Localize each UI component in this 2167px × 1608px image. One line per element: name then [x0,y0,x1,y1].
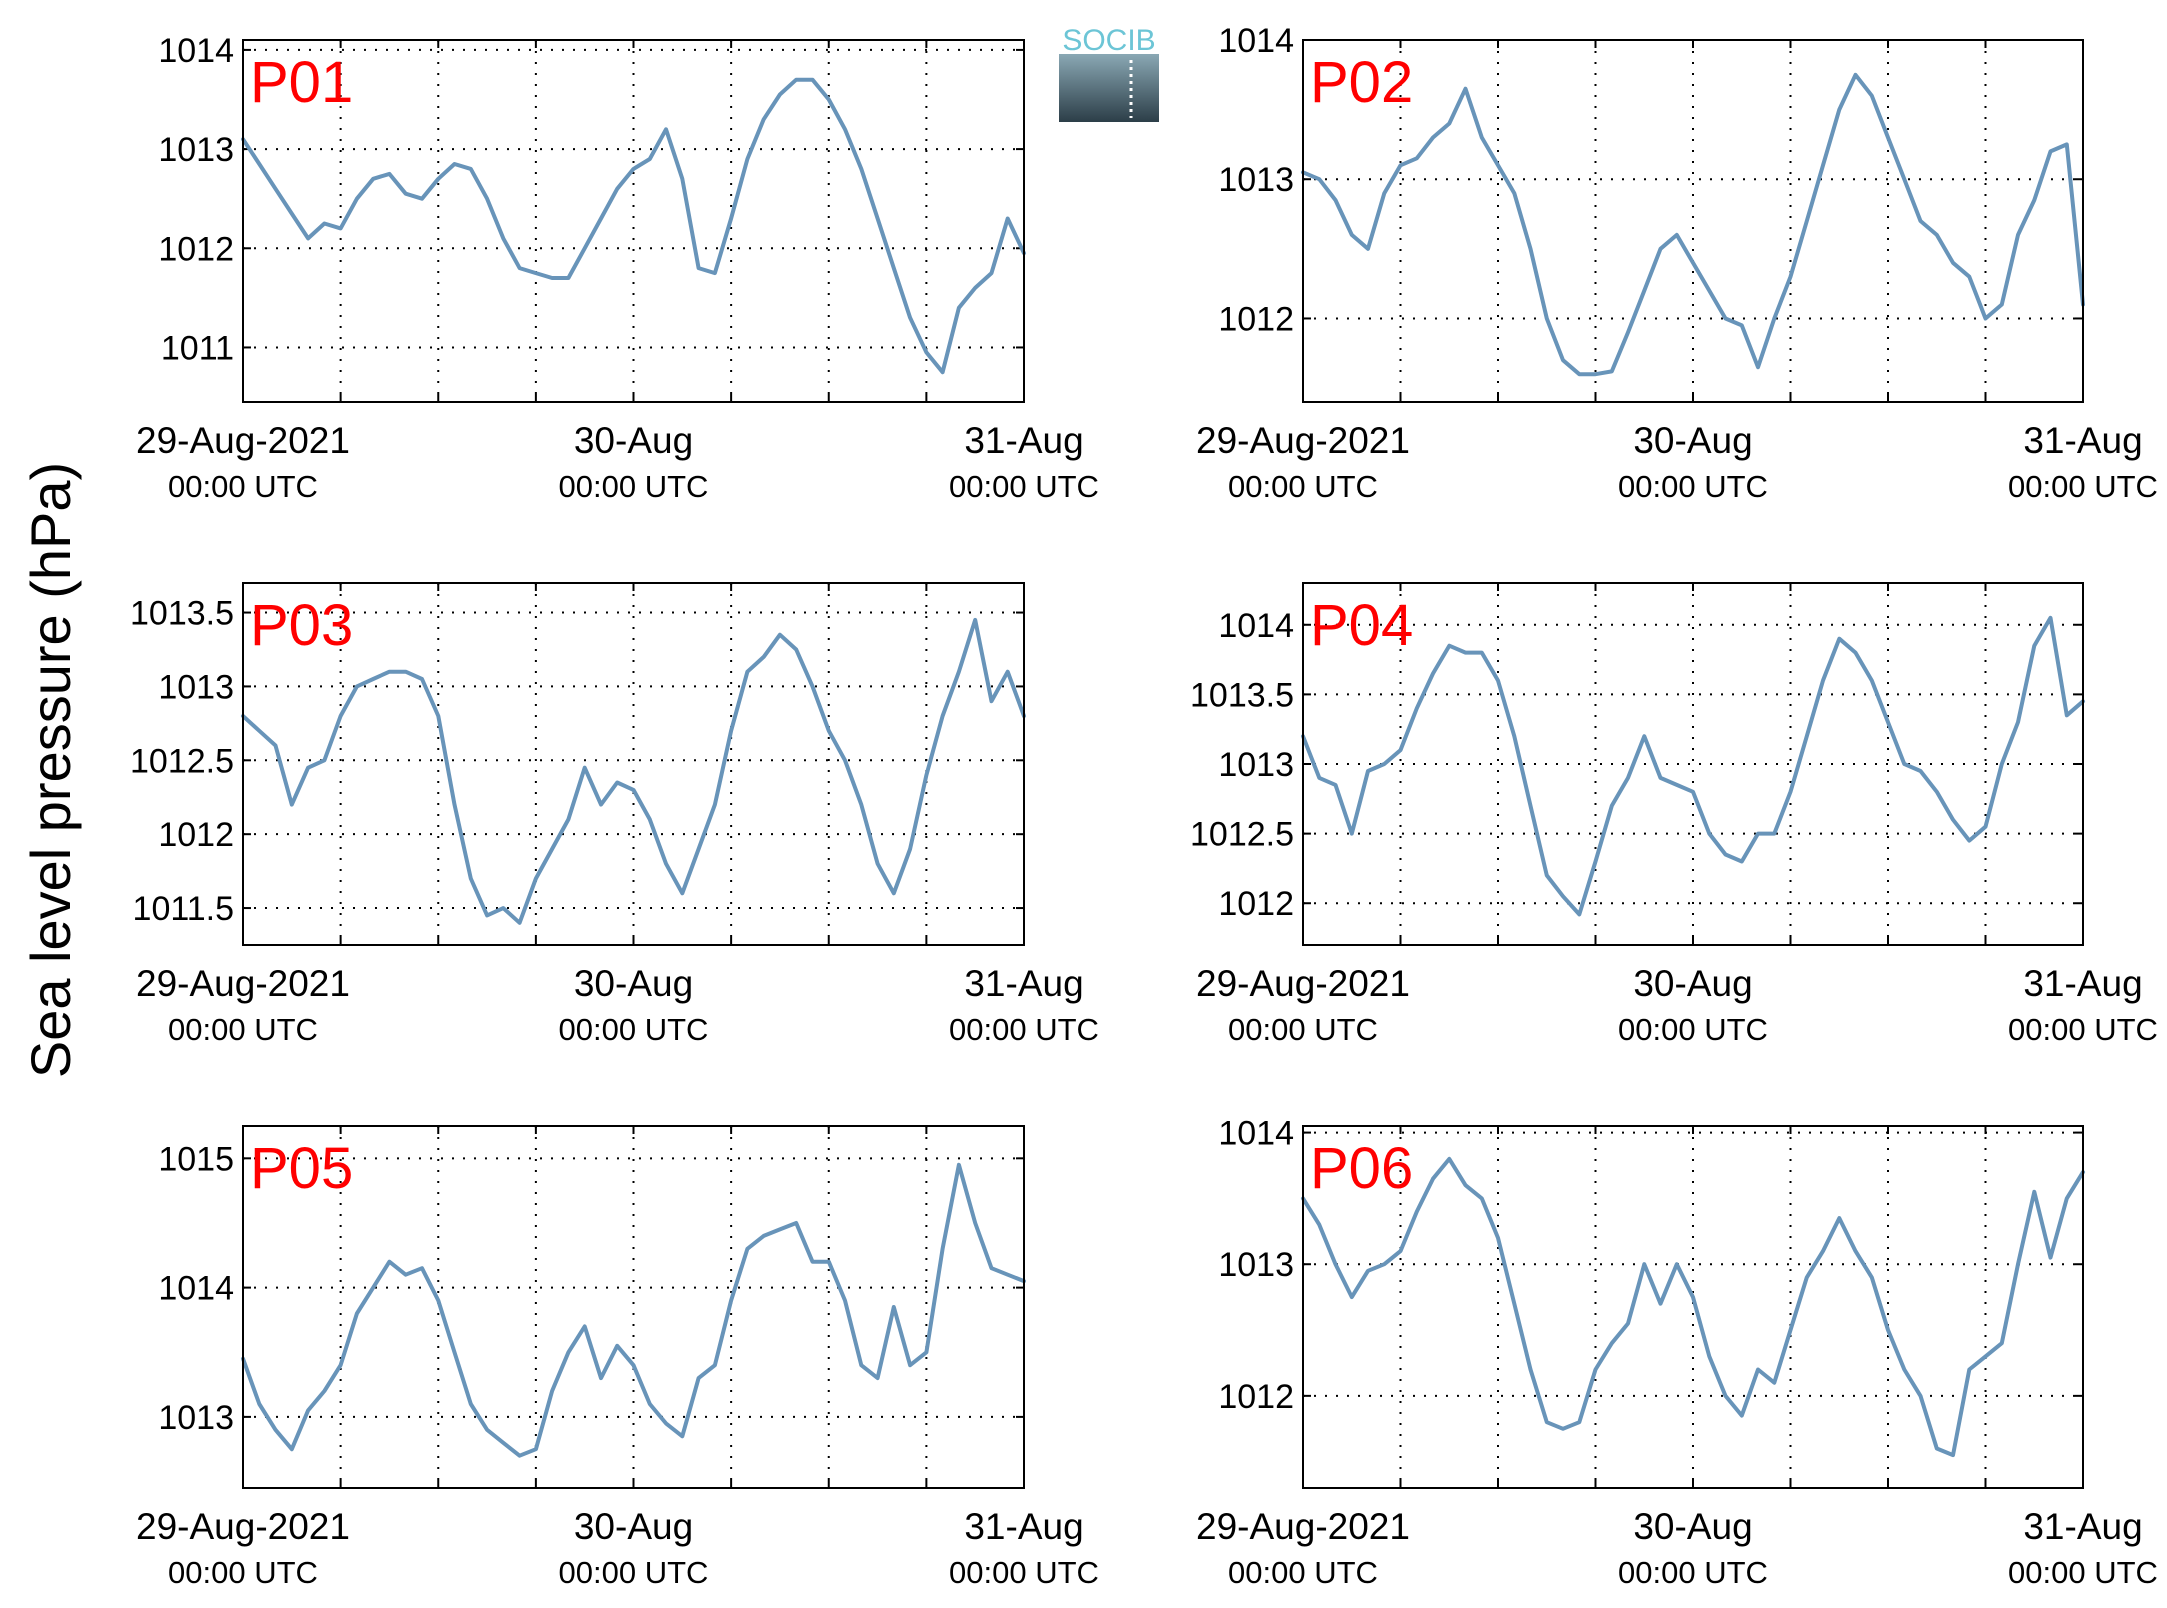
x-tick-label-time: 00:00 UTC [1228,1555,1378,1590]
panel-label: P04 [1310,593,1413,658]
x-tick-label-time: 00:00 UTC [2008,469,2158,504]
y-tick-label: 1012 [158,816,234,854]
x-tick-label-date: 31-Aug [964,1506,1083,1547]
x-tick-label-time: 00:00 UTC [949,469,1099,504]
x-tick-label-date: 31-Aug [964,420,1083,461]
series-line [1301,1156,2085,1458]
y-tick-label: 1013.5 [130,595,234,633]
x-tick-label-time: 00:00 UTC [1618,469,1768,504]
series-line [241,1162,1026,1458]
plot-frame [1302,582,2084,946]
x-tick-label-date: 30-Aug [574,1506,693,1547]
y-tick-label: 1013 [1218,1246,1294,1284]
x-tick-label-time: 00:00 UTC [1228,469,1378,504]
x-tick-label-date: 30-Aug [1633,963,1752,1004]
panel-label: P05 [250,1136,353,1201]
logo-block [1059,54,1159,122]
panel-p05: 1013 1014 1015 29-Aug-2021 00:00 UTC 30-Aug 00… [136,1125,1099,1590]
y-tick-label: 1012 [1218,1378,1294,1416]
y-tick-label: 1014 [158,32,234,70]
plot-frame [242,39,1025,403]
panel-label: P03 [250,593,353,658]
panel-p02: 1012 1013 1014 29-Aug-2021 00:00 UTC 30-Aug 00… [1196,22,2158,504]
y-tick-label: 1014 [1218,607,1294,645]
x-tick-label-date: 29-Aug-2021 [136,963,350,1004]
y-tick-label: 1015 [158,1140,234,1178]
panel-p06: 1012 1013 1014 29-Aug-2021 00:00 UTC 30-Aug 00… [1196,1115,2158,1590]
series-line [1301,72,2085,377]
panel-p01: 1011 1012 1013 1014 29-Aug-2021 00:00 UTC 30-A… [136,32,1099,504]
x-tick-label-time: 00:00 UTC [1618,1012,1768,1047]
y-tick-label: 1013 [158,1399,234,1437]
y-tick-label: 1013.5 [1190,676,1294,714]
x-tick-label-date: 31-Aug [964,963,1083,1004]
y-tick-label: 1011.5 [133,890,234,928]
y-tick-label: 1012 [158,230,234,268]
y-tick-label: 1012 [1218,885,1294,923]
x-tick-label-date: 29-Aug-2021 [136,420,350,461]
logo-text: SOCIB [1062,24,1155,57]
y-tick-label: 1013 [158,131,234,169]
panels: 1011 1012 1013 1014 29-Aug-2021 00:00 UTC 30-A… [130,22,2158,1590]
y-tick-label: 1011 [161,329,234,367]
x-tick-label-date: 30-Aug [1633,1506,1752,1547]
x-tick-label-date: 31-Aug [2023,1506,2142,1547]
x-tick-label-date: 29-Aug-2021 [1196,963,1410,1004]
panel-label: P02 [1310,50,1413,115]
y-tick-label: 1014 [1218,22,1294,60]
x-tick-label-time: 00:00 UTC [949,1555,1099,1590]
x-tick-label-date: 30-Aug [574,963,693,1004]
y-tick-label: 1013 [1218,746,1294,784]
x-tick-label-date: 29-Aug-2021 [1196,420,1410,461]
x-tick-label-date: 30-Aug [574,420,693,461]
y-axis-label: Sea level pressure (hPa) [19,462,82,1078]
x-tick-label-time: 00:00 UTC [559,1012,709,1047]
panel-p04: 1012 1012.5 1013 1013.5 1014 29-Aug-2021 00:00… [1190,582,2158,1047]
y-tick-label: 1013 [158,668,234,706]
x-tick-label-time: 00:00 UTC [168,1555,318,1590]
x-tick-label-time: 00:00 UTC [559,469,709,504]
panel-p03: 1011.5 1012 1012.5 1013 1013.5 29-Aug-2021 00:… [130,582,1099,1047]
socib-logo: SOCIB [1059,24,1159,122]
y-tick-label: 1012.5 [1190,816,1294,854]
panel-label: P01 [250,50,353,115]
y-tick-label: 1013 [1218,161,1294,199]
plot-frame [1302,1125,2084,1489]
x-tick-label-date: 31-Aug [2023,963,2142,1004]
series-line [241,77,1026,375]
x-tick-label-time: 00:00 UTC [2008,1012,2158,1047]
y-tick-label: 1014 [1218,1115,1294,1153]
x-tick-label-time: 00:00 UTC [949,1012,1099,1047]
x-tick-label-time: 00:00 UTC [168,1012,318,1047]
plot-frame [242,1125,1025,1489]
series-line [1301,615,2085,917]
y-tick-label: 1012.5 [130,742,234,780]
plot-frame [1302,39,2084,403]
y-tick-label: 1012 [1218,300,1294,338]
panel-label: P06 [1310,1136,1413,1201]
x-tick-label-date: 29-Aug-2021 [136,1506,350,1547]
y-tick-label: 1014 [158,1270,234,1308]
x-tick-label-date: 29-Aug-2021 [1196,1506,1410,1547]
x-tick-label-date: 30-Aug [1633,420,1752,461]
x-tick-label-time: 00:00 UTC [1228,1012,1378,1047]
series-line [241,617,1026,925]
x-tick-label-time: 00:00 UTC [2008,1555,2158,1590]
x-tick-label-time: 00:00 UTC [168,469,318,504]
plot-frame [242,582,1025,946]
x-tick-label-time: 00:00 UTC [1618,1555,1768,1590]
x-tick-label-time: 00:00 UTC [559,1555,709,1590]
x-tick-label-date: 31-Aug [2023,420,2142,461]
